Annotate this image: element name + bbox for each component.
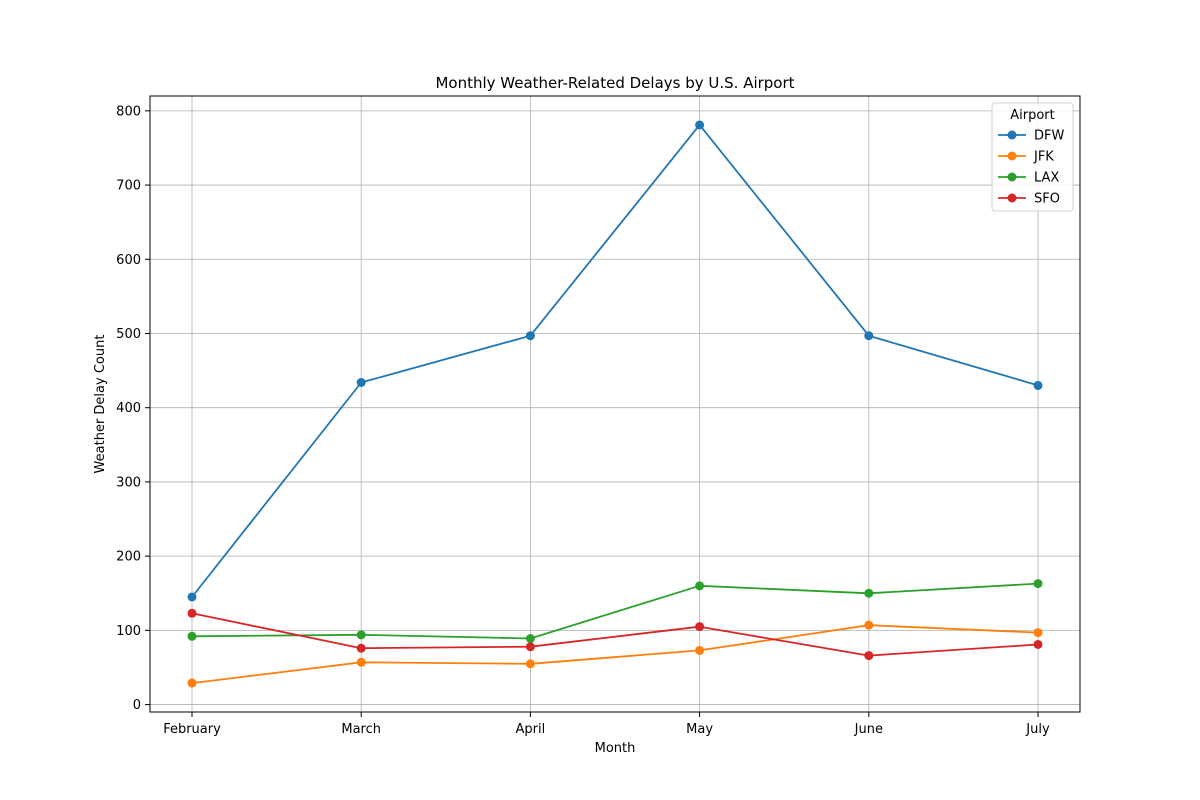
series-group xyxy=(187,120,1043,688)
data-point-dfw xyxy=(356,377,366,387)
series-line-lax xyxy=(191,582,1039,640)
y-tick-label: 600 xyxy=(116,253,141,268)
data-point-lax xyxy=(864,588,874,598)
legend-marker-sfo xyxy=(1007,193,1017,203)
data-point-sfo xyxy=(1033,639,1043,649)
x-tick-label: June xyxy=(854,722,883,737)
y-tick-label: 100 xyxy=(116,624,141,639)
x-tick-label: April xyxy=(516,722,546,737)
data-point-lax xyxy=(356,630,366,640)
series-jfk xyxy=(187,620,1043,688)
data-point-sfo xyxy=(356,643,366,653)
data-point-jfk xyxy=(356,657,366,667)
data-point-dfw xyxy=(187,592,197,602)
legend: Airport DFW JFK LAX SFO xyxy=(991,102,1074,212)
series-dfw xyxy=(187,120,1043,602)
chart-title: Monthly Weather-Related Delays by U.S. A… xyxy=(435,74,794,92)
legend-title: Airport xyxy=(1010,108,1055,123)
y-tick-label: 200 xyxy=(116,550,141,565)
y-tick-label: 0 xyxy=(133,698,141,713)
y-tick-label: 400 xyxy=(116,401,141,416)
data-point-sfo xyxy=(864,651,874,661)
data-point-lax xyxy=(695,581,705,591)
data-point-dfw xyxy=(695,120,705,130)
legend-item-lax: LAX xyxy=(998,171,1059,186)
legend-marker-jfk xyxy=(1007,151,1017,161)
legend-item-jfk: JFK xyxy=(998,150,1054,165)
legend-label-jfk: JFK xyxy=(1033,150,1054,165)
data-point-sfo xyxy=(187,608,197,618)
y-axis-title: Weather Delay Count xyxy=(93,335,108,474)
x-tick-label: March xyxy=(341,722,381,737)
y-tick-label: 800 xyxy=(116,104,141,119)
grid xyxy=(150,96,1080,712)
series-sfo xyxy=(187,608,1043,661)
x-tick-label: May xyxy=(686,722,713,737)
legend-item-sfo: SFO xyxy=(998,192,1060,207)
legend-marker-lax xyxy=(1007,172,1017,182)
x-tick-label: February xyxy=(163,722,221,737)
legend-box xyxy=(991,102,1074,212)
data-point-jfk xyxy=(695,645,705,655)
legend-label-sfo: SFO xyxy=(1034,192,1060,207)
data-point-jfk xyxy=(187,678,197,688)
legend-item-dfw: DFW xyxy=(998,129,1064,144)
data-point-lax xyxy=(187,631,197,641)
x-axis-title: Month xyxy=(595,741,636,756)
x-axis-ticks: February March April May June July xyxy=(163,712,1050,737)
data-point-dfw xyxy=(864,331,874,341)
y-tick-label: 300 xyxy=(116,475,141,490)
x-tick-label: July xyxy=(1025,722,1050,737)
data-point-jfk xyxy=(1033,628,1043,638)
plot-frame xyxy=(149,95,1081,713)
series-line-jfk xyxy=(191,624,1039,684)
data-point-jfk xyxy=(864,620,874,630)
data-point-jfk xyxy=(525,659,535,669)
y-axis-ticks: 0 100 200 300 400 500 600 700 800 xyxy=(116,104,150,713)
series-lax xyxy=(187,579,1043,644)
data-point-lax xyxy=(1033,579,1043,589)
data-point-sfo xyxy=(695,622,705,632)
data-point-lax xyxy=(525,634,535,644)
data-point-dfw xyxy=(1033,380,1043,390)
y-tick-label: 700 xyxy=(116,179,141,194)
series-line-dfw xyxy=(191,124,1039,598)
legend-label-lax: LAX xyxy=(1034,171,1059,186)
data-point-dfw xyxy=(525,331,535,341)
legend-marker-dfw xyxy=(1007,130,1017,140)
legend-label-dfw: DFW xyxy=(1034,129,1064,144)
series-line-sfo xyxy=(191,612,1039,657)
y-tick-label: 500 xyxy=(116,327,141,342)
data-point-sfo xyxy=(525,642,535,652)
